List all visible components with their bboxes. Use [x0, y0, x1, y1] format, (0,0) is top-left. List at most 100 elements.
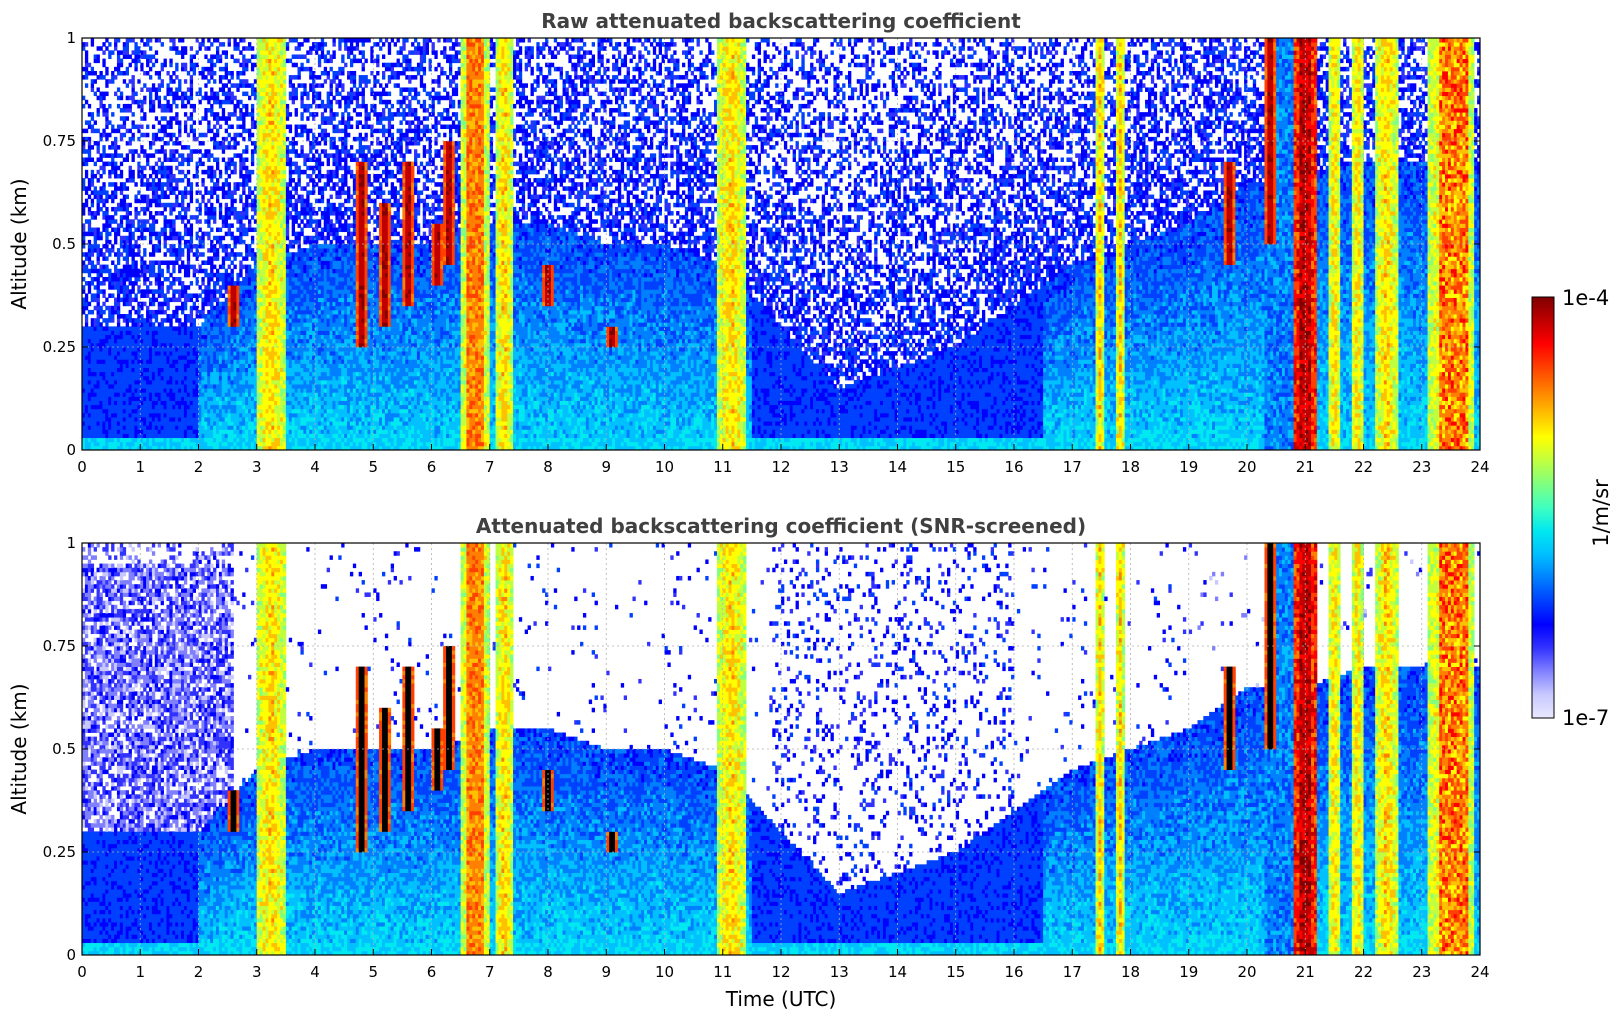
heatmap-cell [260, 215, 263, 220]
heatmap-cell [166, 384, 169, 389]
heatmap-cell [201, 289, 204, 294]
heatmap-cell [216, 392, 219, 397]
heatmap-cell [219, 392, 222, 397]
heatmap-cell [88, 401, 91, 406]
heatmap-cell [263, 190, 266, 195]
heatmap-cell [140, 413, 143, 418]
heatmap-cell [99, 236, 102, 241]
heatmap-cell [149, 438, 152, 443]
heatmap-cell [274, 384, 277, 389]
heatmap-cell [120, 125, 123, 130]
heatmap-cell [114, 376, 117, 381]
heatmap-cell [123, 269, 126, 274]
heatmap-cell [268, 421, 271, 426]
heatmap-cell [123, 339, 126, 344]
heatmap-cell [140, 38, 143, 43]
heatmap-cell [280, 215, 283, 220]
heatmap-cell [120, 289, 123, 294]
heatmap-cell [204, 289, 207, 294]
heatmap-cell [231, 223, 234, 228]
heatmap-cell [245, 145, 248, 150]
heatmap-cell [181, 409, 184, 414]
heatmap-cell [97, 75, 100, 80]
heatmap-cell [248, 46, 251, 51]
heatmap-cell [111, 219, 114, 224]
heatmap-cell [260, 59, 263, 64]
heatmap-cell [225, 252, 228, 257]
heatmap-cell [204, 438, 207, 443]
heatmap-cell [245, 339, 248, 344]
heatmap-cell [248, 438, 251, 443]
heatmap-cell [242, 363, 245, 368]
heatmap-cell [193, 425, 196, 430]
heatmap-cell [88, 112, 91, 117]
heatmap-cell [97, 425, 100, 430]
heatmap-cell [120, 434, 123, 439]
heatmap-cell [216, 359, 219, 364]
heatmap-cell [251, 248, 254, 253]
heatmap-cell [158, 269, 161, 274]
heatmap-cell [228, 339, 231, 344]
heatmap-cell [271, 401, 274, 406]
heatmap-cell [265, 228, 268, 233]
heatmap-cell [111, 285, 114, 290]
heatmap-cell [233, 409, 236, 414]
heatmap-cell [85, 54, 88, 59]
heatmap-cell [242, 372, 245, 377]
heatmap-cell [239, 417, 242, 422]
heatmap-cell [263, 46, 266, 51]
heatmap-cell [114, 129, 117, 134]
heatmap-cell [91, 322, 94, 327]
heatmap-cell [172, 409, 175, 414]
heatmap-cell [233, 434, 236, 439]
heatmap-cell [134, 434, 137, 439]
heatmap-cell [146, 401, 149, 406]
heatmap-cell [181, 260, 184, 265]
heatmap-cell [277, 409, 280, 414]
heatmap-cell [172, 269, 175, 274]
heatmap-cell [184, 129, 187, 134]
heatmap-cell [219, 125, 222, 130]
heatmap-cell [85, 318, 88, 323]
heatmap-cell [265, 215, 268, 220]
heatmap-cell [236, 306, 239, 311]
heatmap-cell [277, 203, 280, 208]
heatmap-cell [97, 289, 100, 294]
heatmap-cell [213, 219, 216, 224]
heatmap-cell [277, 302, 280, 307]
heatmap-cell [140, 380, 143, 385]
heatmap-cell [99, 314, 102, 319]
heatmap-cell [152, 384, 155, 389]
heatmap-cell [184, 434, 187, 439]
heatmap-cell [187, 376, 190, 381]
heatmap-cell [102, 203, 105, 208]
heatmap-cell [187, 396, 190, 401]
heatmap-cell [251, 104, 254, 109]
heatmap-cell [91, 326, 94, 331]
heatmap-cell [99, 174, 102, 179]
heatmap-cell [271, 59, 274, 64]
heatmap-cell [190, 92, 193, 97]
heatmap-cell [233, 368, 236, 373]
heatmap-cell [251, 112, 254, 117]
heatmap-cell [228, 100, 231, 105]
heatmap-cell [251, 298, 254, 303]
heatmap-cell [239, 413, 242, 418]
heatmap-cell [158, 326, 161, 331]
heatmap-cell [210, 429, 213, 434]
heatmap-cell [210, 318, 213, 323]
heatmap-cell [181, 421, 184, 426]
heatmap-cell [99, 442, 102, 447]
heatmap-cell [239, 429, 242, 434]
heatmap-cell [210, 380, 213, 385]
heatmap-cell [97, 108, 100, 113]
heatmap-cell [94, 359, 97, 364]
heatmap-cell [143, 96, 146, 101]
heatmap-cell [187, 429, 190, 434]
heatmap-cell [91, 388, 94, 393]
heatmap-cell [268, 174, 271, 179]
heatmap-cell [207, 401, 210, 406]
heatmap-cell [94, 59, 97, 64]
heatmap-cell [280, 322, 283, 327]
heatmap-cell [99, 92, 102, 97]
